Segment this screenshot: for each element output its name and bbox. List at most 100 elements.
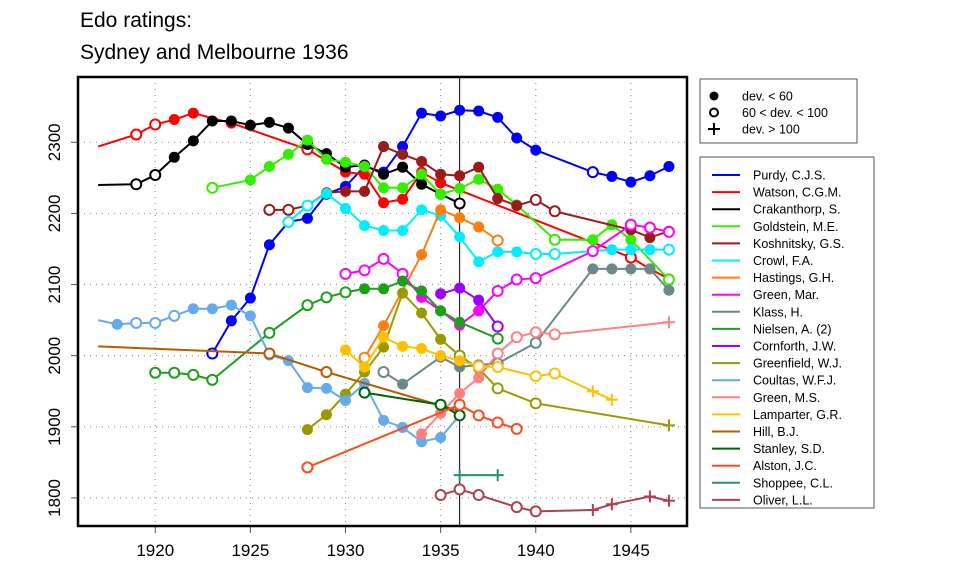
data-point	[606, 244, 618, 256]
data-point	[359, 361, 371, 373]
data-point	[416, 307, 428, 319]
data-point	[397, 378, 409, 390]
data-point	[529, 505, 542, 518]
data-point	[435, 288, 447, 300]
data-point	[397, 340, 409, 352]
data-point	[530, 144, 542, 156]
data-point	[320, 409, 332, 421]
data-point	[454, 104, 466, 116]
data-point	[378, 168, 390, 180]
data-point	[491, 284, 504, 297]
series-nielsen-a-2	[149, 275, 504, 386]
x-tick-label: 1945	[612, 541, 650, 560]
data-point	[282, 122, 294, 134]
data-point	[529, 370, 542, 383]
data-point	[491, 382, 504, 395]
data-point	[510, 422, 523, 435]
data-point	[663, 284, 675, 296]
legend-label: Alston, J.C.	[753, 459, 817, 473]
marker-legend-label: dev. > 100	[742, 123, 800, 137]
data-point	[168, 114, 180, 126]
series-line	[98, 345, 460, 413]
data-point	[416, 249, 428, 261]
legend-label: Greenfield, W.J.	[753, 357, 842, 371]
data-point	[187, 368, 200, 381]
data-point	[473, 256, 485, 268]
data-point	[644, 263, 656, 275]
data-point	[168, 151, 180, 163]
legend-label: Goldstein, M.E.	[753, 220, 838, 234]
data-point	[416, 436, 428, 448]
data-point	[416, 107, 428, 119]
data-point	[625, 176, 637, 188]
data-point	[492, 246, 504, 258]
legend-label: Lamparter, G.R.	[753, 408, 842, 422]
data-point	[492, 192, 504, 204]
data-point	[529, 326, 542, 339]
data-point	[149, 366, 162, 379]
data-point	[359, 185, 371, 197]
marker-legend-box	[699, 78, 858, 144]
data-point	[111, 318, 123, 330]
data-point	[301, 199, 314, 212]
series-group	[97, 104, 675, 518]
data-point	[548, 247, 561, 260]
data-point	[416, 155, 428, 167]
data-point	[397, 141, 409, 153]
data-point	[548, 367, 561, 380]
data-point	[435, 350, 447, 362]
data-point	[491, 320, 504, 333]
data-point	[416, 343, 428, 355]
data-point	[624, 218, 637, 231]
data-point	[320, 187, 332, 199]
data-point	[378, 141, 390, 153]
data-point	[244, 174, 256, 186]
data-point	[377, 252, 390, 265]
x-tick-label: 1935	[422, 541, 460, 560]
series-line	[345, 223, 670, 327]
series-oliver-l-l	[434, 483, 675, 518]
legend-label: Shoppee, C.L.	[753, 476, 833, 490]
data-point	[358, 264, 371, 277]
data-point	[643, 490, 656, 503]
data-point	[263, 347, 276, 360]
data-point	[606, 263, 618, 275]
data-point	[339, 156, 351, 168]
data-point	[625, 234, 637, 246]
plot-frame	[76, 75, 689, 528]
data-point	[301, 299, 314, 312]
data-point	[339, 202, 351, 214]
data-point	[263, 239, 275, 251]
legend-label: Purdy, C.J.S.	[753, 169, 826, 183]
data-point	[206, 303, 218, 315]
data-point	[301, 134, 313, 146]
y-tick-label: 1900	[45, 408, 64, 446]
data-point	[397, 161, 409, 173]
data-point	[472, 360, 485, 373]
data-point	[644, 232, 656, 244]
y-tick-label: 1800	[45, 479, 64, 517]
data-point	[358, 386, 371, 399]
data-point	[339, 267, 352, 280]
data-point	[359, 220, 371, 232]
data-point	[454, 316, 466, 328]
data-point	[473, 372, 485, 384]
legend-label: Stanley, S.D.	[753, 442, 825, 456]
series-legend: Purdy, C.J.S. Watson, C.G.M. Crakanthorp, …	[699, 156, 875, 509]
data-point	[397, 275, 409, 287]
series-alston-j-c	[301, 398, 523, 474]
data-point	[320, 366, 333, 379]
data-point	[435, 188, 447, 200]
data-point	[263, 116, 275, 128]
data-point	[529, 397, 542, 410]
data-point	[473, 294, 485, 306]
data-point	[282, 203, 295, 216]
data-point	[359, 283, 371, 295]
legend-label: Klass, H.	[753, 305, 803, 319]
series-hastings-g-h	[358, 204, 504, 364]
series-goldstein-m-e	[206, 134, 675, 286]
data-point	[244, 119, 256, 131]
data-point	[491, 469, 504, 482]
data-point	[416, 168, 428, 180]
